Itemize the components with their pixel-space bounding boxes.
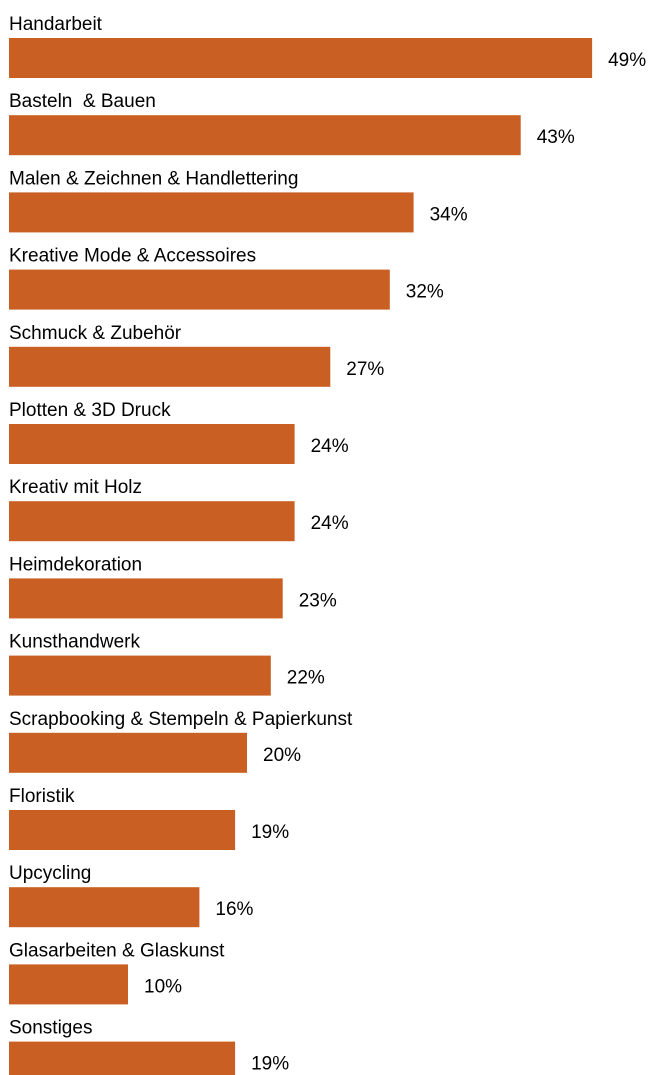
bar (9, 115, 521, 156)
category-label: Floristik (9, 786, 75, 807)
value-label: 10% (144, 976, 182, 997)
value-label: 49% (608, 50, 646, 71)
category-label: Glasarbeiten & Glaskunst (9, 940, 225, 961)
bar (9, 964, 128, 1005)
bar (9, 810, 236, 850)
bar (9, 424, 295, 464)
bar (9, 192, 414, 233)
bar (9, 655, 271, 696)
bar (9, 38, 593, 78)
bar (9, 1041, 236, 1075)
category-label: Malen & Zeichnen & Handlettering (9, 168, 298, 189)
category-label: Basteln & Bauen (9, 91, 156, 112)
value-label: 20% (263, 745, 301, 766)
bar (9, 501, 295, 542)
category-label: Heimdekoration (9, 554, 142, 575)
value-label: 34% (430, 204, 468, 225)
category-label: Sonstiges (9, 1018, 92, 1039)
bar (9, 732, 247, 773)
category-label: Upcycling (9, 863, 91, 884)
category-label: Handarbeit (9, 14, 103, 35)
value-label: 19% (251, 1054, 289, 1075)
value-label: 24% (311, 436, 349, 457)
value-label: 32% (406, 282, 444, 303)
bar (9, 578, 283, 619)
category-label: Kreative Mode & Accessoires (9, 246, 256, 267)
value-label: 24% (311, 513, 349, 534)
value-label: 43% (537, 127, 575, 148)
bar (9, 269, 390, 310)
category-label: Schmuck & Zubehör (9, 323, 182, 344)
category-label: Scrapbooking & Stempeln & Papierkunst (9, 709, 353, 730)
bar (9, 887, 200, 928)
bar (9, 346, 331, 387)
category-label: Kreativ mit Holz (9, 477, 142, 498)
value-label: 19% (251, 822, 289, 843)
category-label: Plotten & 3D Druck (9, 400, 171, 421)
value-label: 23% (299, 590, 337, 611)
value-label: 16% (215, 899, 253, 920)
category-label: Kunsthandwerk (9, 632, 140, 653)
value-label: 22% (287, 668, 325, 689)
value-label: 27% (346, 359, 384, 380)
